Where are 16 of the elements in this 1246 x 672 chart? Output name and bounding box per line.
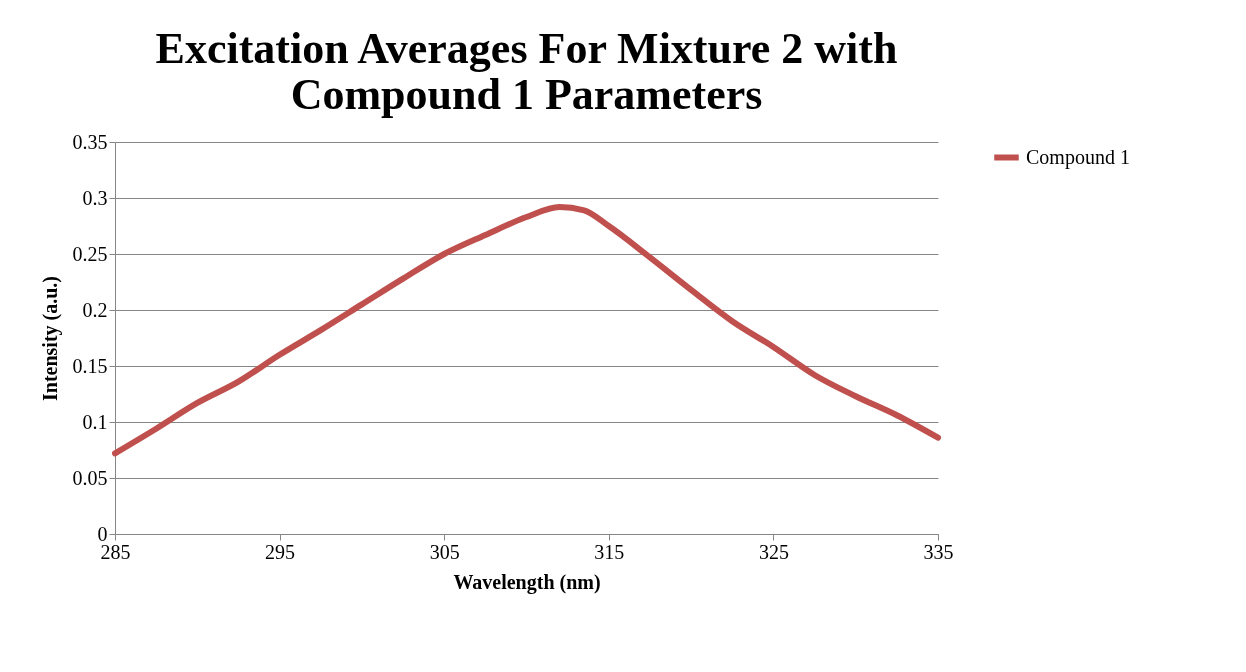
y-tick-label: 0.05: [72, 466, 108, 489]
y-tick-label: 0.1: [82, 410, 108, 433]
y-tick-label: 0.35: [72, 130, 108, 153]
x-tick-label: 335: [923, 540, 954, 563]
x-tick-label: 305: [429, 540, 460, 563]
x-axis-title: Wavelength (nm): [453, 570, 601, 594]
y-tick-label: 0.15: [72, 354, 108, 377]
y-tick-label: 0.2: [82, 298, 108, 321]
y-axis-title: Intensity (a.u.): [38, 275, 62, 402]
y-tick-label: 0.25: [72, 242, 108, 265]
y-tick-label: 0.3: [82, 186, 108, 209]
x-tick-label: 295: [265, 540, 296, 563]
chart-title: Excitation Averages For Mixture 2 with Compound 1 Parameters: [155, 24, 898, 119]
legend-label: Compound 1: [1026, 145, 1130, 169]
x-tick-label: 325: [758, 540, 789, 563]
x-tick-label: 315: [594, 540, 625, 563]
